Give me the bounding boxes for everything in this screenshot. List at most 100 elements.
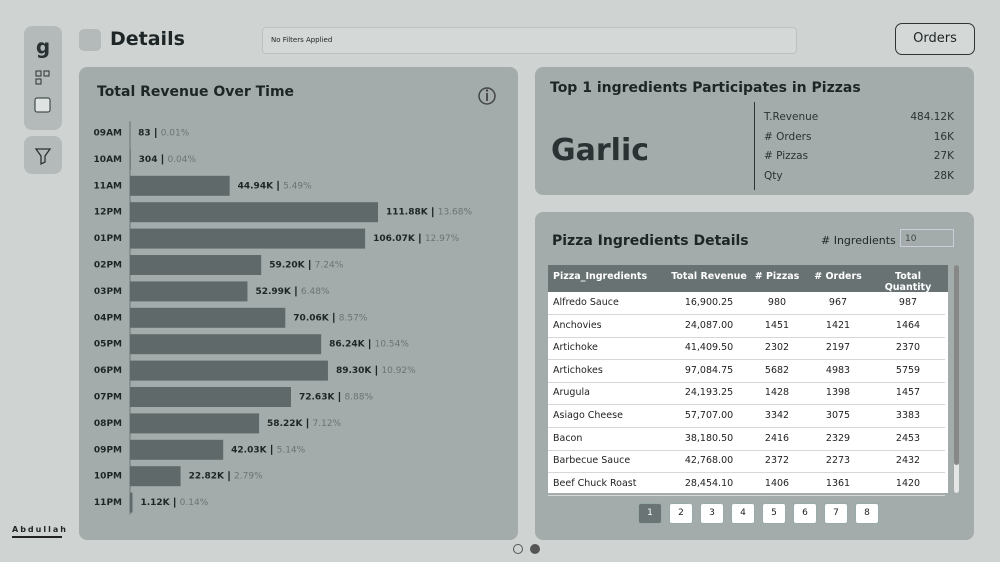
filter-label: # Ingredients [821,234,896,247]
kpi-stat-value: 27K [933,150,954,162]
table-cell: 2432 [895,455,921,467]
row-divider [548,381,945,383]
page-button[interactable]: 2 [669,503,693,524]
table-cell: Anchovies [553,319,602,331]
page-button[interactable]: 6 [793,503,817,524]
column-header: # Orders [814,271,862,282]
value-label: 42.03K [231,445,267,455]
row-divider [548,404,945,406]
chart: Total Revenue Over Time 09AM 83 0.01% 10AM 3… [94,84,496,515]
filter-bar: No Filters Applied [262,27,797,54]
row-divider [548,336,945,338]
table-title: Pizza Ingredients Details [552,233,749,249]
category-label: 12PM [94,208,122,218]
filter-button[interactable] [24,136,62,174]
logo: Abdullah [12,525,68,534]
row-divider [548,359,945,361]
filter-input[interactable]: 10 [900,229,954,247]
icon [43,70,50,77]
logo-underline [12,536,62,538]
kpi-stat-value: 484.12K [910,111,954,123]
scroll-thumb[interactable] [954,265,959,465]
category-label: 03PM [94,287,122,297]
scrollbar[interactable] [954,265,959,493]
table-cell: 987 [898,297,918,308]
table-cell: Alfredo Sauce [553,297,619,308]
column-header: Total Quantity [884,271,932,293]
table-cell: 2453 [895,432,921,444]
page-title: Details [110,28,185,50]
percent-label: 5.49% [283,181,312,191]
percent-label: 7.24% [315,261,344,271]
table-cell: 1428 [764,387,790,399]
percent-label: 8.88% [344,393,373,403]
table-cell: 3383 [895,410,921,421]
kpi-name: Garlic [551,133,650,168]
orders-button[interactable]: Orders [895,23,975,55]
percent-label: 0.01% [161,129,190,139]
value-label: 44.94K [238,181,274,191]
page-button[interactable]: 7 [824,503,848,524]
info-icon[interactable] [478,87,496,105]
value-label: 106.07K [373,234,416,244]
percent-label: 7.12% [313,419,342,429]
table-cell: Bacon [553,432,583,444]
bar [130,175,230,196]
row-divider [548,494,945,496]
value-label: 72.63K [299,393,335,403]
page-button[interactable]: 1 [638,503,662,524]
header-icon [79,29,101,51]
table-cell: 5759 [895,364,921,376]
bar [130,492,133,513]
table-cell: 980 [767,297,787,308]
table-cell: 2372 [764,455,790,467]
kpi-stat-label: # Pizzas [764,150,809,162]
value-label: 111.88K [386,208,429,218]
column-header: Pizza_Ingredients [553,271,648,282]
table-cell: 3342 [764,410,790,421]
percent-label: 10.92% [381,366,416,376]
value-label: 22.82K [189,472,225,482]
table-cell: Beef Chuck Roast [553,477,637,489]
table-cell: 2273 [825,455,851,467]
percent-label: 6.48% [301,287,330,297]
chart-title: Total Revenue Over Time [97,84,294,100]
category-label: 10AM [94,155,122,165]
sidebar: g [24,26,62,130]
row-divider [548,314,945,315]
page-button[interactable]: 8 [855,503,879,524]
table-cell: Barbecue Sauce [553,455,631,467]
table-cell: 57,707.00 [684,410,734,421]
bar [130,255,262,275]
table-cell: 967 [828,297,848,308]
value-label: 58.22K [267,419,303,429]
table-cell: 38,180.50 [684,432,734,444]
page-button[interactable]: 3 [700,503,724,524]
icon [35,70,42,77]
page-button[interactable]: 4 [731,503,755,524]
category-label: 05PM [94,340,122,350]
kpi-divider [754,102,755,190]
table-cell: 1457 [895,387,921,399]
kpi-stat-label: # Orders [764,130,812,143]
percent-label: 12.97% [425,234,460,244]
category-label: 07PM [94,393,122,403]
table-cell: 42,768.00 [684,455,734,467]
table-cell: 1421 [825,319,851,331]
percent-label: 0.14% [180,498,209,508]
page-dot-active[interactable] [530,544,540,554]
chart-panel: Total Revenue Over Time 09AM 83 0.01% 10AM 3… [79,67,518,540]
column-header: Total Revenue [671,271,747,282]
row-divider [548,427,945,428]
category-label: 08PM [94,419,122,429]
percent-label: 5.14% [277,445,306,455]
bar [130,413,260,434]
table-cell: 97,084.75 [684,364,734,376]
page-button[interactable]: 5 [762,503,786,524]
page-dot[interactable] [513,544,523,554]
value-label: 52.99K [255,287,291,297]
row-divider [548,449,945,451]
category-label: 06PM [94,366,122,376]
table-cell: 24,193.25 [684,387,734,399]
